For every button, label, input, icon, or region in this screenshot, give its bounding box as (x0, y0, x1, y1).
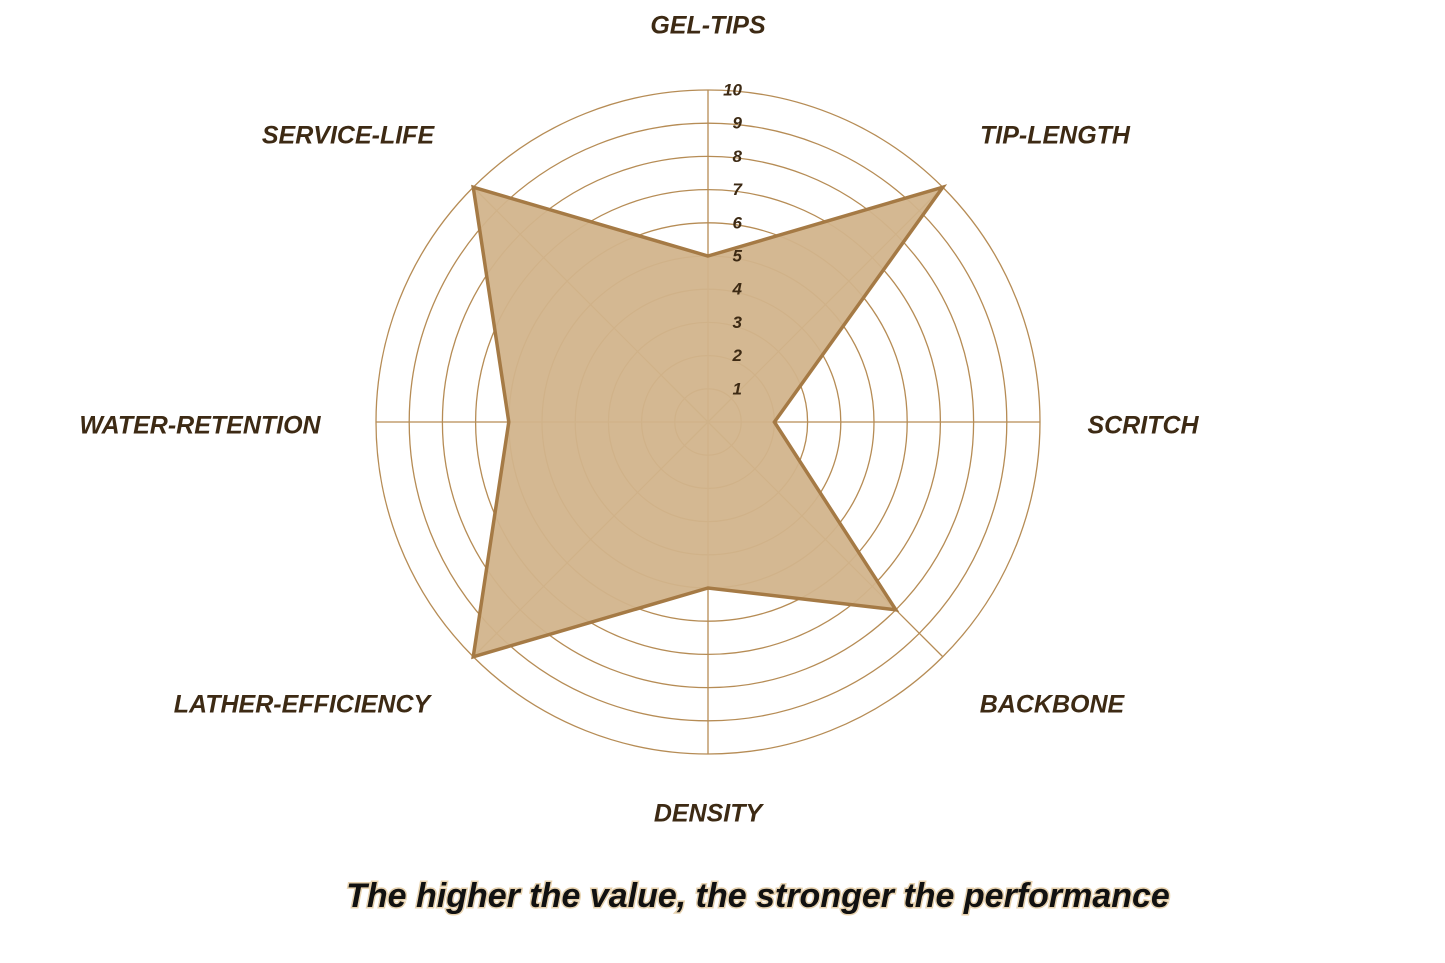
r-tick-label: 2 (732, 346, 743, 365)
r-tick-label: 9 (733, 114, 743, 133)
caption: The higher the value, the stronger the p… (346, 877, 1170, 915)
r-tick-label: 10 (723, 80, 742, 99)
r-tick-label: 5 (733, 246, 743, 265)
r-tick-label: 3 (733, 313, 743, 332)
r-tick-label: 4 (732, 280, 743, 299)
category-label: DENSITY (654, 800, 765, 828)
category-label: BACKBONE (980, 691, 1126, 719)
category-label: WATER-RETENTION (79, 412, 321, 440)
category-label: GEL-TIPS (650, 12, 766, 40)
category-label: TIP-LENGTH (980, 122, 1131, 150)
r-tick-label: 6 (733, 213, 743, 232)
radar-area (471, 184, 948, 660)
category-label: SERVICE-LIFE (262, 122, 436, 150)
r-tick-label: 1 (733, 379, 742, 398)
category-label: LATHER-EFFICIENCY (174, 691, 433, 719)
category-label: SCRITCH (1087, 412, 1199, 440)
r-tick-label: 7 (733, 180, 744, 199)
r-tick-label: 8 (733, 147, 743, 166)
